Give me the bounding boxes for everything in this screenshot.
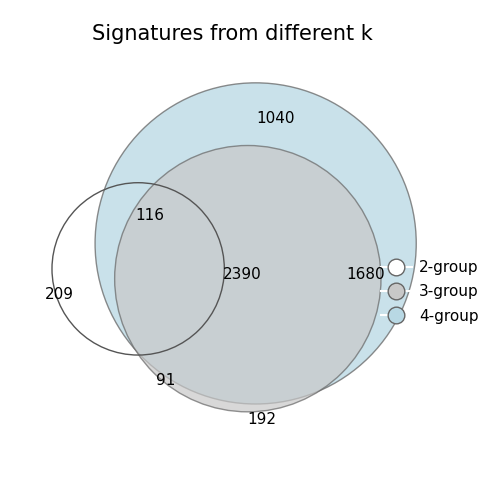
Circle shape: [95, 83, 416, 404]
Text: 2390: 2390: [223, 267, 262, 282]
Text: 1040: 1040: [256, 110, 294, 125]
Text: 192: 192: [247, 412, 276, 427]
Text: 209: 209: [45, 287, 74, 302]
Text: 1680: 1680: [346, 267, 385, 282]
Title: Signatures from different k: Signatures from different k: [92, 24, 372, 43]
Circle shape: [114, 146, 381, 412]
Legend: 2-group, 3-group, 4-group: 2-group, 3-group, 4-group: [375, 254, 485, 330]
Text: 116: 116: [136, 209, 164, 223]
Text: 91: 91: [156, 373, 175, 388]
